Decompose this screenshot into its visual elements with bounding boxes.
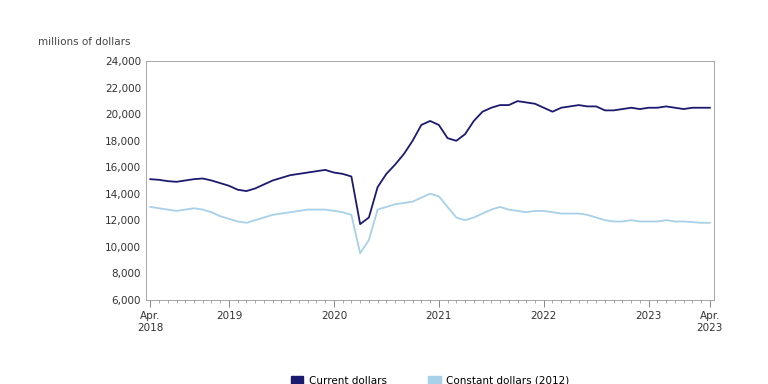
Legend: Current dollars, Constant dollars (2012): Current dollars, Constant dollars (2012) — [286, 371, 574, 384]
Text: millions of dollars: millions of dollars — [38, 37, 131, 47]
